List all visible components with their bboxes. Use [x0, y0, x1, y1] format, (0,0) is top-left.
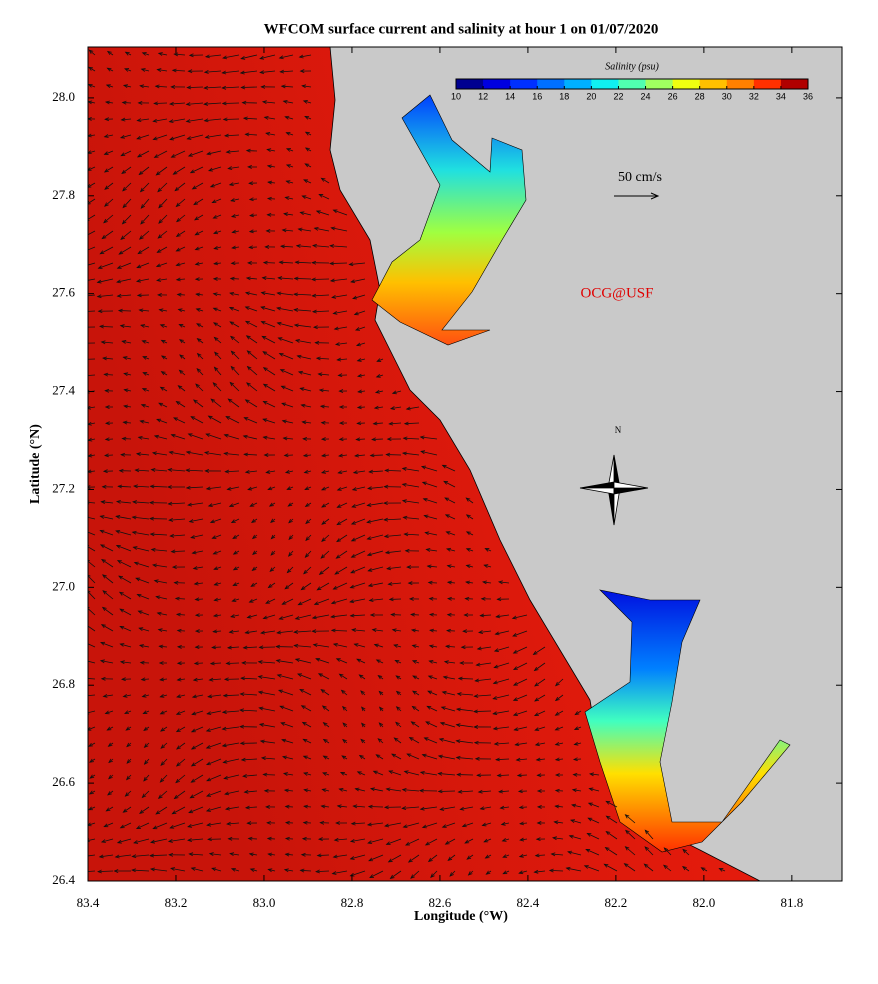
vector-head: [81, 659, 85, 662]
scale-label: 50 cm/s: [618, 170, 662, 185]
vector-head: [83, 694, 87, 697]
colorbar-swatch: [700, 79, 728, 89]
colorbar-tick-label: 18: [559, 91, 569, 101]
colorbar-tick-label: 26: [668, 91, 678, 101]
colorbar-tick-label: 34: [776, 91, 786, 101]
colorbar-tick-label: 36: [803, 91, 813, 101]
x-tick-label: 83.2: [165, 895, 188, 910]
vector-shaft: [223, 103, 239, 104]
vector-head: [84, 234, 88, 237]
x-axis-label: Longitude (°W): [414, 909, 508, 924]
x-tick-label: 82.0: [692, 895, 715, 910]
vector-shaft: [330, 263, 347, 264]
vector-head: [80, 326, 84, 329]
x-tick-label: 82.8: [341, 895, 364, 910]
vector-head: [78, 295, 82, 298]
colorbar-tick-label: 10: [451, 91, 461, 101]
colorbar-swatch: [673, 79, 701, 89]
y-axis-label: Latitude (°N): [28, 424, 43, 504]
x-tick-label: 83.0: [253, 895, 276, 910]
y-tick-label: 28.0: [52, 89, 75, 104]
colorbar-tick-label: 14: [505, 91, 515, 101]
vector-head: [79, 280, 83, 283]
colorbar-tick-label: 12: [478, 91, 488, 101]
vector-shaft: [312, 279, 329, 280]
y-tick-label: 27.2: [52, 480, 75, 495]
vector-head: [81, 342, 85, 345]
y-tick-label: 27.8: [52, 187, 75, 202]
colorbar-tick-label: 32: [749, 91, 759, 101]
compass-label: N: [615, 425, 622, 435]
colorbar-swatch: [618, 79, 646, 89]
vector-head: [79, 310, 83, 313]
x-tick-label: 81.8: [780, 895, 803, 910]
colorbar-tick-label: 16: [532, 91, 542, 101]
colorbar-swatch: [727, 79, 755, 89]
colorbar-tick-label: 30: [722, 91, 732, 101]
colorbar-tick-label: 22: [613, 91, 623, 101]
y-tick-label: 26.6: [52, 774, 75, 789]
y-tick-label: 27.4: [52, 383, 75, 398]
x-tick-label: 82.6: [429, 895, 452, 910]
vector-shaft: [154, 103, 167, 104]
colorbar-swatch: [456, 79, 484, 89]
colorbar-swatch: [591, 79, 619, 89]
colorbar-tick-label: 24: [641, 91, 651, 101]
vector-shaft: [241, 87, 257, 88]
vector-head: [84, 854, 88, 857]
vector-shaft: [474, 711, 491, 712]
colorbar-swatch: [646, 79, 674, 89]
vector-head: [84, 374, 88, 377]
vector-head: [82, 641, 86, 644]
x-tick-label: 82.4: [517, 895, 540, 910]
x-tick-label: 83.4: [77, 895, 100, 910]
colorbar-label: Salinity (psu): [605, 61, 659, 72]
y-tick-label: 27.0: [52, 578, 75, 593]
colorbar-swatch: [510, 79, 538, 89]
y-tick-label: 26.8: [52, 676, 75, 691]
y-tick-label: 27.6: [52, 285, 75, 300]
vector-head: [82, 870, 86, 873]
colorbar-swatch: [781, 79, 809, 89]
vector-shaft: [459, 678, 473, 679]
colorbar-tick-label: 20: [586, 91, 596, 101]
credit: OCG@USF: [580, 285, 653, 301]
vector-head: [80, 265, 84, 268]
x-tick-label: 82.2: [605, 895, 628, 910]
vector-head: [82, 677, 86, 680]
y-tick-label: 26.4: [52, 872, 75, 887]
colorbar-swatch: [483, 79, 511, 89]
map-area: [78, 47, 842, 881]
colorbar-swatch: [564, 79, 592, 89]
colorbar-tick-label: 28: [695, 91, 705, 101]
colorbar-swatch: [537, 79, 565, 89]
vector-head: [84, 623, 88, 626]
vector-head: [83, 358, 87, 361]
vector-head: [82, 250, 86, 253]
colorbar-swatch: [754, 79, 782, 89]
title: WFCOM surface current and salinity at ho…: [264, 21, 659, 37]
